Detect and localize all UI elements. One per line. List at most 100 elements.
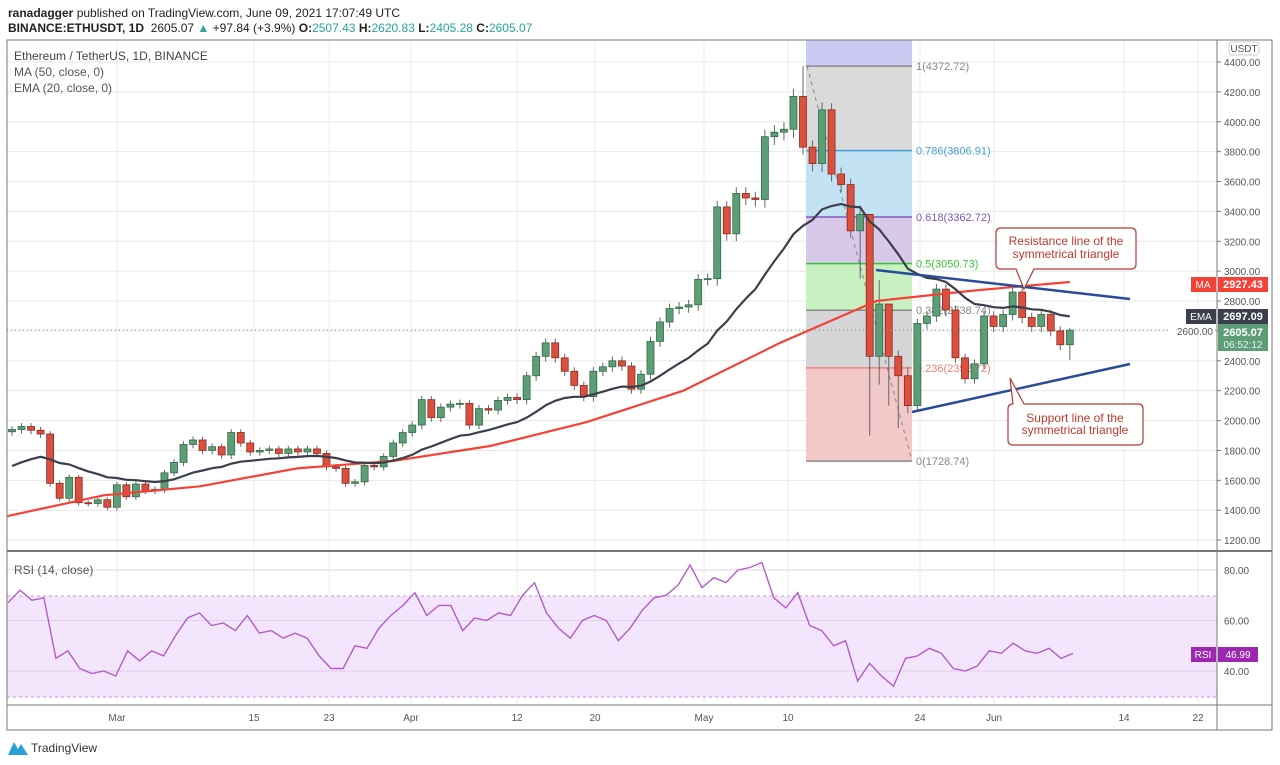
chart-frame [6, 39, 1273, 731]
candle [675, 302, 683, 315]
candle-body [446, 403, 455, 408]
candle-body [503, 397, 512, 401]
rsi-legend[interactable]: RSI (14, close) [14, 563, 93, 577]
candle-body [65, 476, 74, 499]
fib-zone [806, 367, 912, 462]
candle-body [532, 355, 541, 377]
candle-body [93, 499, 102, 504]
candle [827, 103, 836, 182]
candle [456, 399, 464, 409]
candle-body [942, 288, 950, 311]
candle [532, 351, 541, 381]
candle-body [827, 109, 836, 175]
support-text-2: symmetrical triangle [1022, 423, 1129, 437]
candle-body [980, 315, 988, 365]
candle-body [789, 95, 798, 130]
symbol: BINANCE:ETHUSDT, 1D [8, 21, 145, 35]
candle [112, 481, 121, 511]
candle-body [999, 314, 1008, 327]
candle-body [770, 131, 779, 138]
candle-body [703, 278, 712, 281]
rsi-tick-label: 80.00 [1224, 566, 1249, 577]
candle-body [741, 193, 750, 199]
candle-body [17, 426, 26, 430]
candle-body [884, 303, 893, 357]
candle [465, 399, 474, 430]
x-tick-label: Mar [108, 713, 126, 724]
y-tick-label: 3600.00 [1224, 178, 1261, 189]
fib-zone [806, 310, 912, 368]
candle [513, 393, 521, 405]
x-tick-label: Apr [403, 713, 419, 724]
candle [255, 447, 264, 456]
candle-body [627, 365, 636, 390]
candle [598, 362, 607, 377]
tradingview-logo-icon [8, 742, 28, 755]
candle-body [799, 95, 807, 148]
candle [27, 423, 35, 435]
ema-legend[interactable]: EMA (20, close, 0) [14, 81, 112, 95]
candle [303, 445, 312, 456]
candle [942, 284, 950, 316]
candle [999, 309, 1008, 333]
candle [1056, 326, 1065, 350]
last-price-tag: 2605.07 06:52:12 [1218, 324, 1268, 351]
candle [236, 429, 245, 447]
tradingview-brand: TradingView [31, 741, 97, 755]
grid [7, 40, 1217, 705]
candle-body [389, 442, 398, 457]
candle-body [360, 464, 369, 483]
candle [1008, 286, 1017, 321]
candle [8, 426, 16, 436]
candle-body [1027, 317, 1036, 327]
time-axis[interactable]: Mar 15 23 Apr 12 20 May 10 24 Jun 14 22 [108, 713, 1204, 724]
rsi-tag-label: RSI [1195, 650, 1212, 661]
candle-body [141, 483, 150, 492]
candle [208, 443, 217, 455]
candle-body [398, 432, 407, 444]
support-line[interactable] [911, 362, 1131, 414]
high-value: 2620.83 [371, 21, 415, 35]
candle [856, 205, 865, 279]
ma-legend[interactable]: MA (50, close, 0) [14, 65, 104, 79]
candle-body [189, 439, 197, 445]
candle [894, 350, 903, 429]
candle [579, 381, 588, 402]
candle [618, 356, 626, 371]
candle-body [313, 448, 321, 454]
candle-body [8, 429, 16, 433]
candle-body [760, 136, 769, 200]
resistance-line[interactable] [875, 268, 1131, 301]
high-label: H: [358, 21, 372, 35]
candle-body [1037, 314, 1046, 327]
candle-body [74, 476, 83, 504]
y-tick-label: 1400.00 [1224, 506, 1261, 517]
candle [170, 459, 178, 477]
price-axis[interactable]: 1200.00 1400.00 1600.00 1800.00 2000.00 2200.… [1168, 58, 1261, 678]
candle-body [1008, 291, 1017, 315]
rsi-grid [7, 569, 1217, 672]
candle-body [436, 406, 445, 418]
candle [198, 436, 207, 455]
tradingview-logo[interactable]: TradingView [8, 741, 97, 755]
resistance-callout[interactable]: Resistance line of the symmetrical trian… [995, 227, 1137, 291]
candle [922, 311, 931, 330]
candle [703, 273, 712, 286]
candle [217, 443, 226, 459]
y-tick-label: 4200.00 [1224, 88, 1261, 99]
candle [417, 395, 426, 430]
currency-tag[interactable]: USDT [1228, 41, 1260, 56]
support-callout[interactable]: Support line of the symmetrical triangle [1007, 377, 1144, 446]
candle-body [475, 408, 483, 426]
candle-body [198, 439, 207, 451]
candle-body [494, 399, 502, 411]
x-tick-label: May [695, 713, 714, 724]
candle-body [227, 432, 236, 456]
candle-body [713, 206, 722, 280]
x-tick-label: 23 [323, 713, 335, 724]
candle [541, 338, 550, 362]
candle [760, 129, 769, 208]
author[interactable]: ranadagger [8, 6, 74, 20]
x-tick-label: 15 [248, 713, 260, 724]
